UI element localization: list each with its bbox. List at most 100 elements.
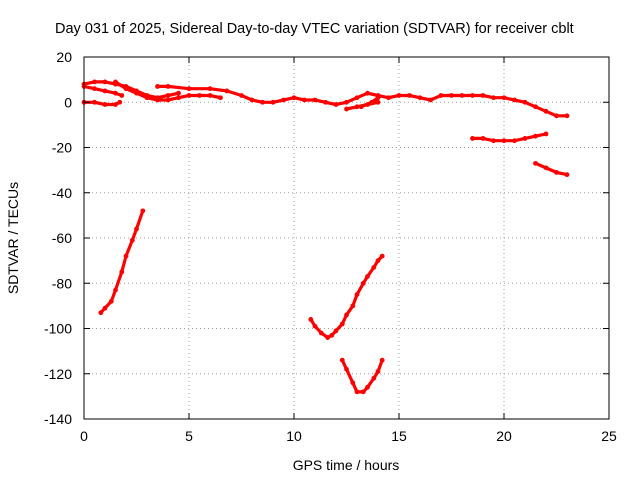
data-point	[350, 303, 356, 309]
y-tick-label: -80	[52, 275, 72, 291]
data-series-trace	[340, 358, 384, 394]
data-point	[176, 95, 181, 101]
data-point	[371, 375, 377, 381]
data-point	[501, 95, 507, 101]
y-tick-label: 0	[64, 94, 72, 110]
data-point	[396, 93, 402, 98]
data-point	[449, 93, 454, 98]
data-point	[325, 335, 330, 340]
y-tick-label: -140	[44, 411, 72, 427]
data-point	[165, 84, 171, 89]
data-point	[375, 369, 381, 374]
data-point	[186, 86, 192, 92]
data-point	[197, 93, 202, 98]
y-tick-label: 20	[56, 49, 72, 65]
data-point	[134, 226, 139, 232]
data-point	[302, 97, 307, 103]
data-point	[207, 86, 213, 92]
data-point	[491, 138, 496, 144]
data-point	[543, 165, 549, 171]
x-tick-label: 10	[286, 428, 302, 444]
data-point	[260, 99, 265, 105]
data-point	[119, 269, 125, 275]
data-point	[522, 136, 528, 141]
data-point	[365, 90, 370, 96]
data-point	[470, 93, 475, 98]
data-point	[312, 323, 318, 329]
data-point	[92, 99, 97, 105]
data-point	[354, 104, 360, 110]
data-point	[98, 310, 104, 316]
data-point	[375, 95, 381, 101]
data-series-trace	[309, 254, 384, 340]
y-tick-label: -60	[52, 230, 72, 246]
data-point	[176, 90, 181, 96]
data-point	[417, 95, 423, 101]
data-point	[155, 84, 160, 89]
data-point	[375, 258, 381, 264]
data-point	[113, 287, 118, 293]
data-point	[113, 90, 118, 96]
data-point	[344, 99, 349, 105]
data-point	[308, 317, 314, 322]
data-point	[102, 102, 108, 107]
x-tick-label: 5	[185, 428, 193, 444]
data-point	[102, 305, 108, 311]
data-point	[224, 88, 230, 94]
data-point	[102, 88, 108, 94]
data-point	[113, 79, 118, 85]
data-series	[81, 79, 570, 395]
data-point	[344, 106, 349, 112]
data-point	[459, 93, 465, 98]
data-point	[522, 99, 528, 105]
data-series-trace	[99, 209, 145, 315]
data-point	[369, 99, 375, 105]
data-point	[344, 366, 349, 372]
data-point	[339, 321, 345, 327]
data-point	[480, 136, 486, 141]
data-point	[379, 253, 385, 259]
data-point	[375, 99, 381, 105]
data-point	[365, 274, 370, 279]
data-point	[108, 298, 114, 304]
data-point	[333, 102, 339, 107]
data-point	[354, 389, 360, 395]
data-point	[281, 97, 286, 103]
data-point	[365, 384, 370, 390]
grid-lines	[84, 57, 609, 419]
data-point	[354, 95, 360, 101]
data-point	[354, 292, 360, 297]
data-point	[140, 208, 146, 214]
data-point	[129, 237, 135, 243]
data-point	[360, 280, 366, 286]
y-tick-label: -40	[52, 185, 72, 201]
data-point	[554, 169, 559, 175]
data-point	[239, 93, 244, 98]
y-axis-label: SDTVAR / TECUs	[5, 182, 21, 294]
data-point	[165, 93, 171, 98]
data-point	[501, 138, 507, 144]
data-point	[165, 97, 171, 103]
x-tick-label: 15	[391, 428, 407, 444]
data-point	[329, 332, 335, 338]
data-point	[480, 93, 486, 98]
data-point	[564, 172, 570, 178]
data-point	[318, 330, 324, 336]
data-point	[312, 97, 318, 103]
data-point	[564, 113, 570, 119]
data-point	[123, 86, 129, 92]
data-point	[438, 93, 444, 98]
data-point	[533, 133, 538, 139]
x-tick-label: 20	[496, 428, 512, 444]
axis-ticks: 0 5 10 15 20 25 20 0 -20 -40 -60 -80 -100 -120 -140	[44, 49, 617, 444]
data-point	[123, 253, 129, 259]
data-point	[470, 136, 475, 141]
data-point	[155, 97, 160, 103]
data-point	[270, 99, 276, 105]
data-point	[339, 357, 345, 363]
data-series-trace	[82, 80, 181, 100]
data-series-trace	[155, 84, 569, 118]
y-tick-label: -20	[52, 140, 72, 156]
data-point	[543, 108, 549, 114]
data-point	[344, 312, 349, 318]
